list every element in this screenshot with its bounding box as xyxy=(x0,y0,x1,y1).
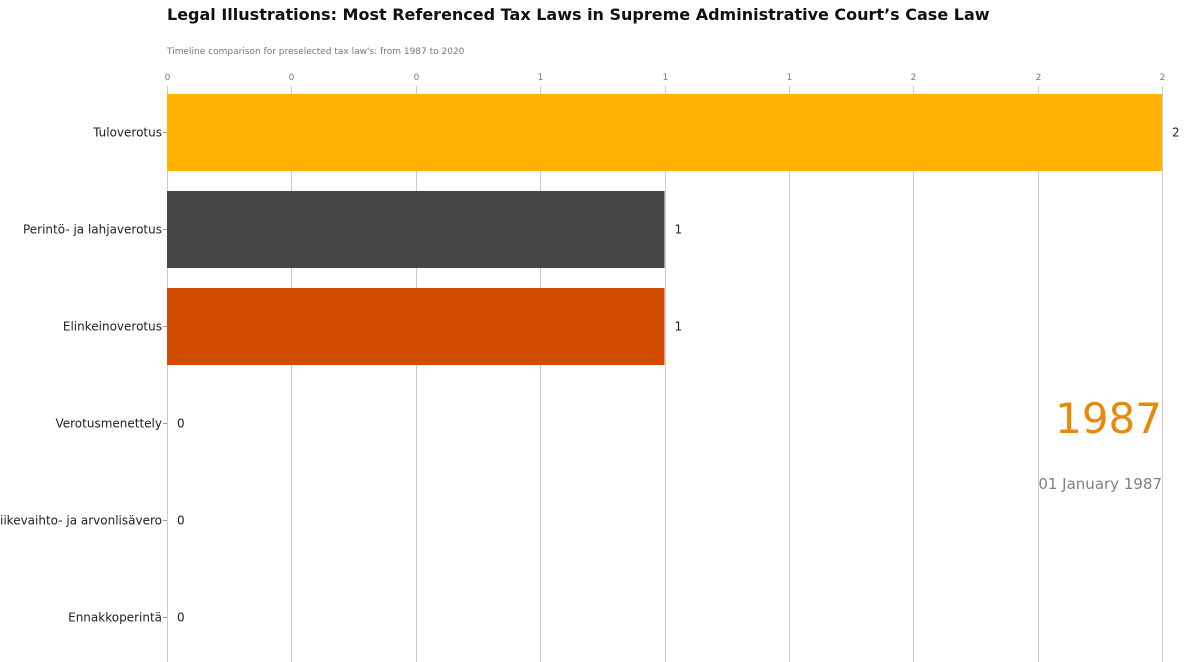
grid-layer xyxy=(167,86,1163,662)
value-label: 2 xyxy=(1172,126,1180,140)
category-label: Liikevaihto- ja arvonlisävero xyxy=(0,514,162,528)
value-label: 1 xyxy=(675,320,683,334)
bars xyxy=(167,94,1162,365)
x-tick-label: 0 xyxy=(289,73,295,83)
category-label: Verotusmenettely xyxy=(55,417,162,431)
category-label: Tuloverotus xyxy=(92,126,162,140)
x-axis-ticks: 0 0 0 1 1 1 2 2 2 xyxy=(165,73,1166,83)
x-tick-label: 0 xyxy=(165,73,171,83)
value-label: 0 xyxy=(177,611,185,625)
value-label: 0 xyxy=(177,514,185,528)
value-labels: 2 1 1 0 0 0 xyxy=(177,126,1180,625)
date-label: 01 January 1987 xyxy=(1038,475,1162,493)
x-tick-label: 1 xyxy=(663,73,669,83)
category-label: Ennakkoperintä xyxy=(68,611,162,625)
category-label: Perintö- ja lahjaverotus xyxy=(23,223,162,237)
x-tick-label: 2 xyxy=(1036,73,1042,83)
value-label: 1 xyxy=(675,223,683,237)
bar xyxy=(167,288,665,365)
category-label: Elinkeinoverotus xyxy=(63,320,162,334)
chart-subtitle: Timeline comparison for preselected tax … xyxy=(166,47,465,57)
x-tick-label: 2 xyxy=(911,73,917,83)
category-labels: Tuloverotus Perintö- ja lahjaverotus Elink… xyxy=(0,126,167,625)
x-tick-label: 1 xyxy=(787,73,793,83)
bar xyxy=(167,94,1162,171)
x-tick-label: 2 xyxy=(1160,73,1166,83)
chart-title: Legal Illustrations: Most Referenced Tax… xyxy=(167,5,990,24)
value-label: 0 xyxy=(177,417,185,431)
year-label: 1987 xyxy=(1055,394,1162,443)
x-tick-label: 1 xyxy=(538,73,544,83)
bar xyxy=(167,191,665,268)
x-tick-label: 0 xyxy=(414,73,420,83)
